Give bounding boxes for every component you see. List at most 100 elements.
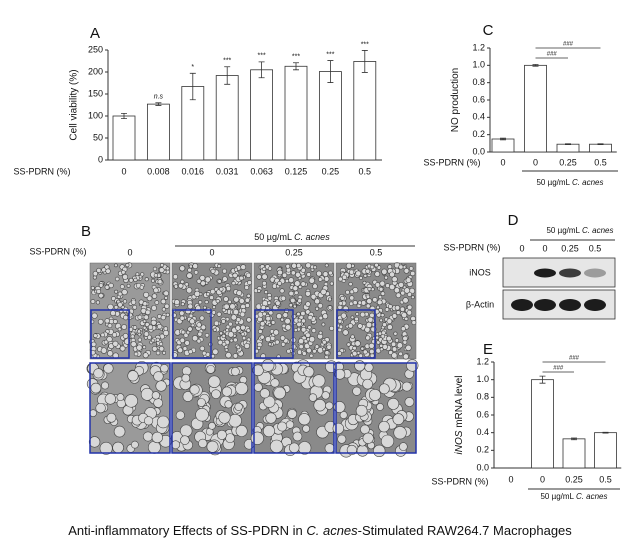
cell [199, 315, 205, 321]
cell [154, 300, 160, 305]
cell [277, 281, 282, 286]
bar [491, 138, 515, 153]
error-bar [327, 60, 334, 83]
cell [194, 290, 201, 298]
cell [365, 303, 371, 309]
cell [406, 304, 413, 311]
cell [362, 432, 374, 444]
cell [285, 324, 292, 331]
cell [130, 299, 137, 305]
cell [262, 266, 267, 272]
group-label-part: C. acnes [294, 232, 330, 242]
cell [369, 388, 381, 401]
micrograph-frame [335, 262, 417, 360]
cell [104, 284, 110, 290]
cell [122, 274, 129, 280]
cell [156, 415, 170, 429]
cell [300, 310, 306, 317]
cell [128, 277, 134, 283]
cell [328, 270, 333, 276]
group-label-part: 50 µg/mL [254, 232, 294, 242]
cell [349, 295, 355, 301]
cell [196, 398, 206, 407]
cell [153, 287, 159, 294]
cell [365, 321, 373, 328]
cell [378, 383, 390, 395]
cell [179, 310, 185, 316]
cell [242, 336, 247, 341]
y-tick-label: 0.4 [476, 427, 489, 437]
cell [265, 336, 272, 343]
cell [177, 347, 184, 354]
cell [354, 316, 359, 322]
cell [158, 341, 164, 347]
band [534, 299, 556, 311]
x-tick-label: 0 [540, 474, 545, 484]
cell [256, 345, 262, 350]
cell [160, 298, 167, 305]
cell [106, 412, 117, 423]
inset-box [172, 309, 212, 359]
cell [235, 382, 249, 395]
cell [337, 350, 342, 356]
cell [297, 318, 302, 323]
cell [235, 325, 241, 331]
cell [402, 353, 409, 360]
cell [216, 429, 227, 440]
cell [399, 306, 406, 312]
cell [143, 291, 150, 298]
cell [133, 351, 139, 357]
cell [162, 329, 170, 337]
cell [400, 290, 406, 296]
cell [365, 294, 371, 299]
cell [270, 320, 276, 325]
cell [116, 393, 125, 402]
cell [286, 348, 291, 354]
cell [288, 442, 300, 454]
cell [245, 272, 252, 279]
cell [280, 342, 286, 347]
cell [233, 267, 238, 272]
error-bar [361, 50, 368, 73]
cell [291, 262, 297, 269]
error-bar [539, 375, 546, 384]
cell [132, 325, 138, 330]
cell [401, 381, 412, 392]
cell [114, 263, 118, 268]
cell [391, 276, 398, 283]
cell [392, 413, 405, 426]
cell [307, 325, 312, 330]
band [584, 299, 606, 311]
cell [91, 341, 97, 348]
micrograph-frame [253, 262, 335, 360]
x-tick-label: 0.063 [250, 166, 273, 176]
significance-label: *** [292, 54, 300, 61]
cell [300, 326, 307, 333]
x-axis-label: SS-PDRN (%) [431, 476, 488, 486]
y-axis-label: NO production [450, 68, 461, 132]
x-tick-label: 0.125 [285, 166, 308, 176]
cell [113, 305, 119, 310]
cell [179, 315, 185, 321]
cell [192, 263, 199, 269]
cell [298, 413, 311, 426]
cell [121, 270, 126, 275]
cell [187, 267, 192, 273]
cell [312, 349, 317, 354]
cell [216, 311, 222, 317]
cell [173, 284, 179, 289]
cell [398, 264, 404, 270]
cell [298, 344, 304, 350]
cell [385, 283, 390, 288]
cell [324, 263, 329, 268]
cell [92, 275, 97, 280]
cell [394, 338, 400, 343]
bar [112, 115, 136, 161]
group-label-part: 50 µg/mL [536, 178, 571, 187]
group-label: 50 µg/mL C. acnes [546, 226, 613, 235]
cell [376, 299, 383, 306]
cell [314, 298, 321, 305]
cell [399, 442, 408, 451]
cell [356, 444, 369, 457]
x-axis-label: SS-PDRN (%) [423, 157, 480, 167]
